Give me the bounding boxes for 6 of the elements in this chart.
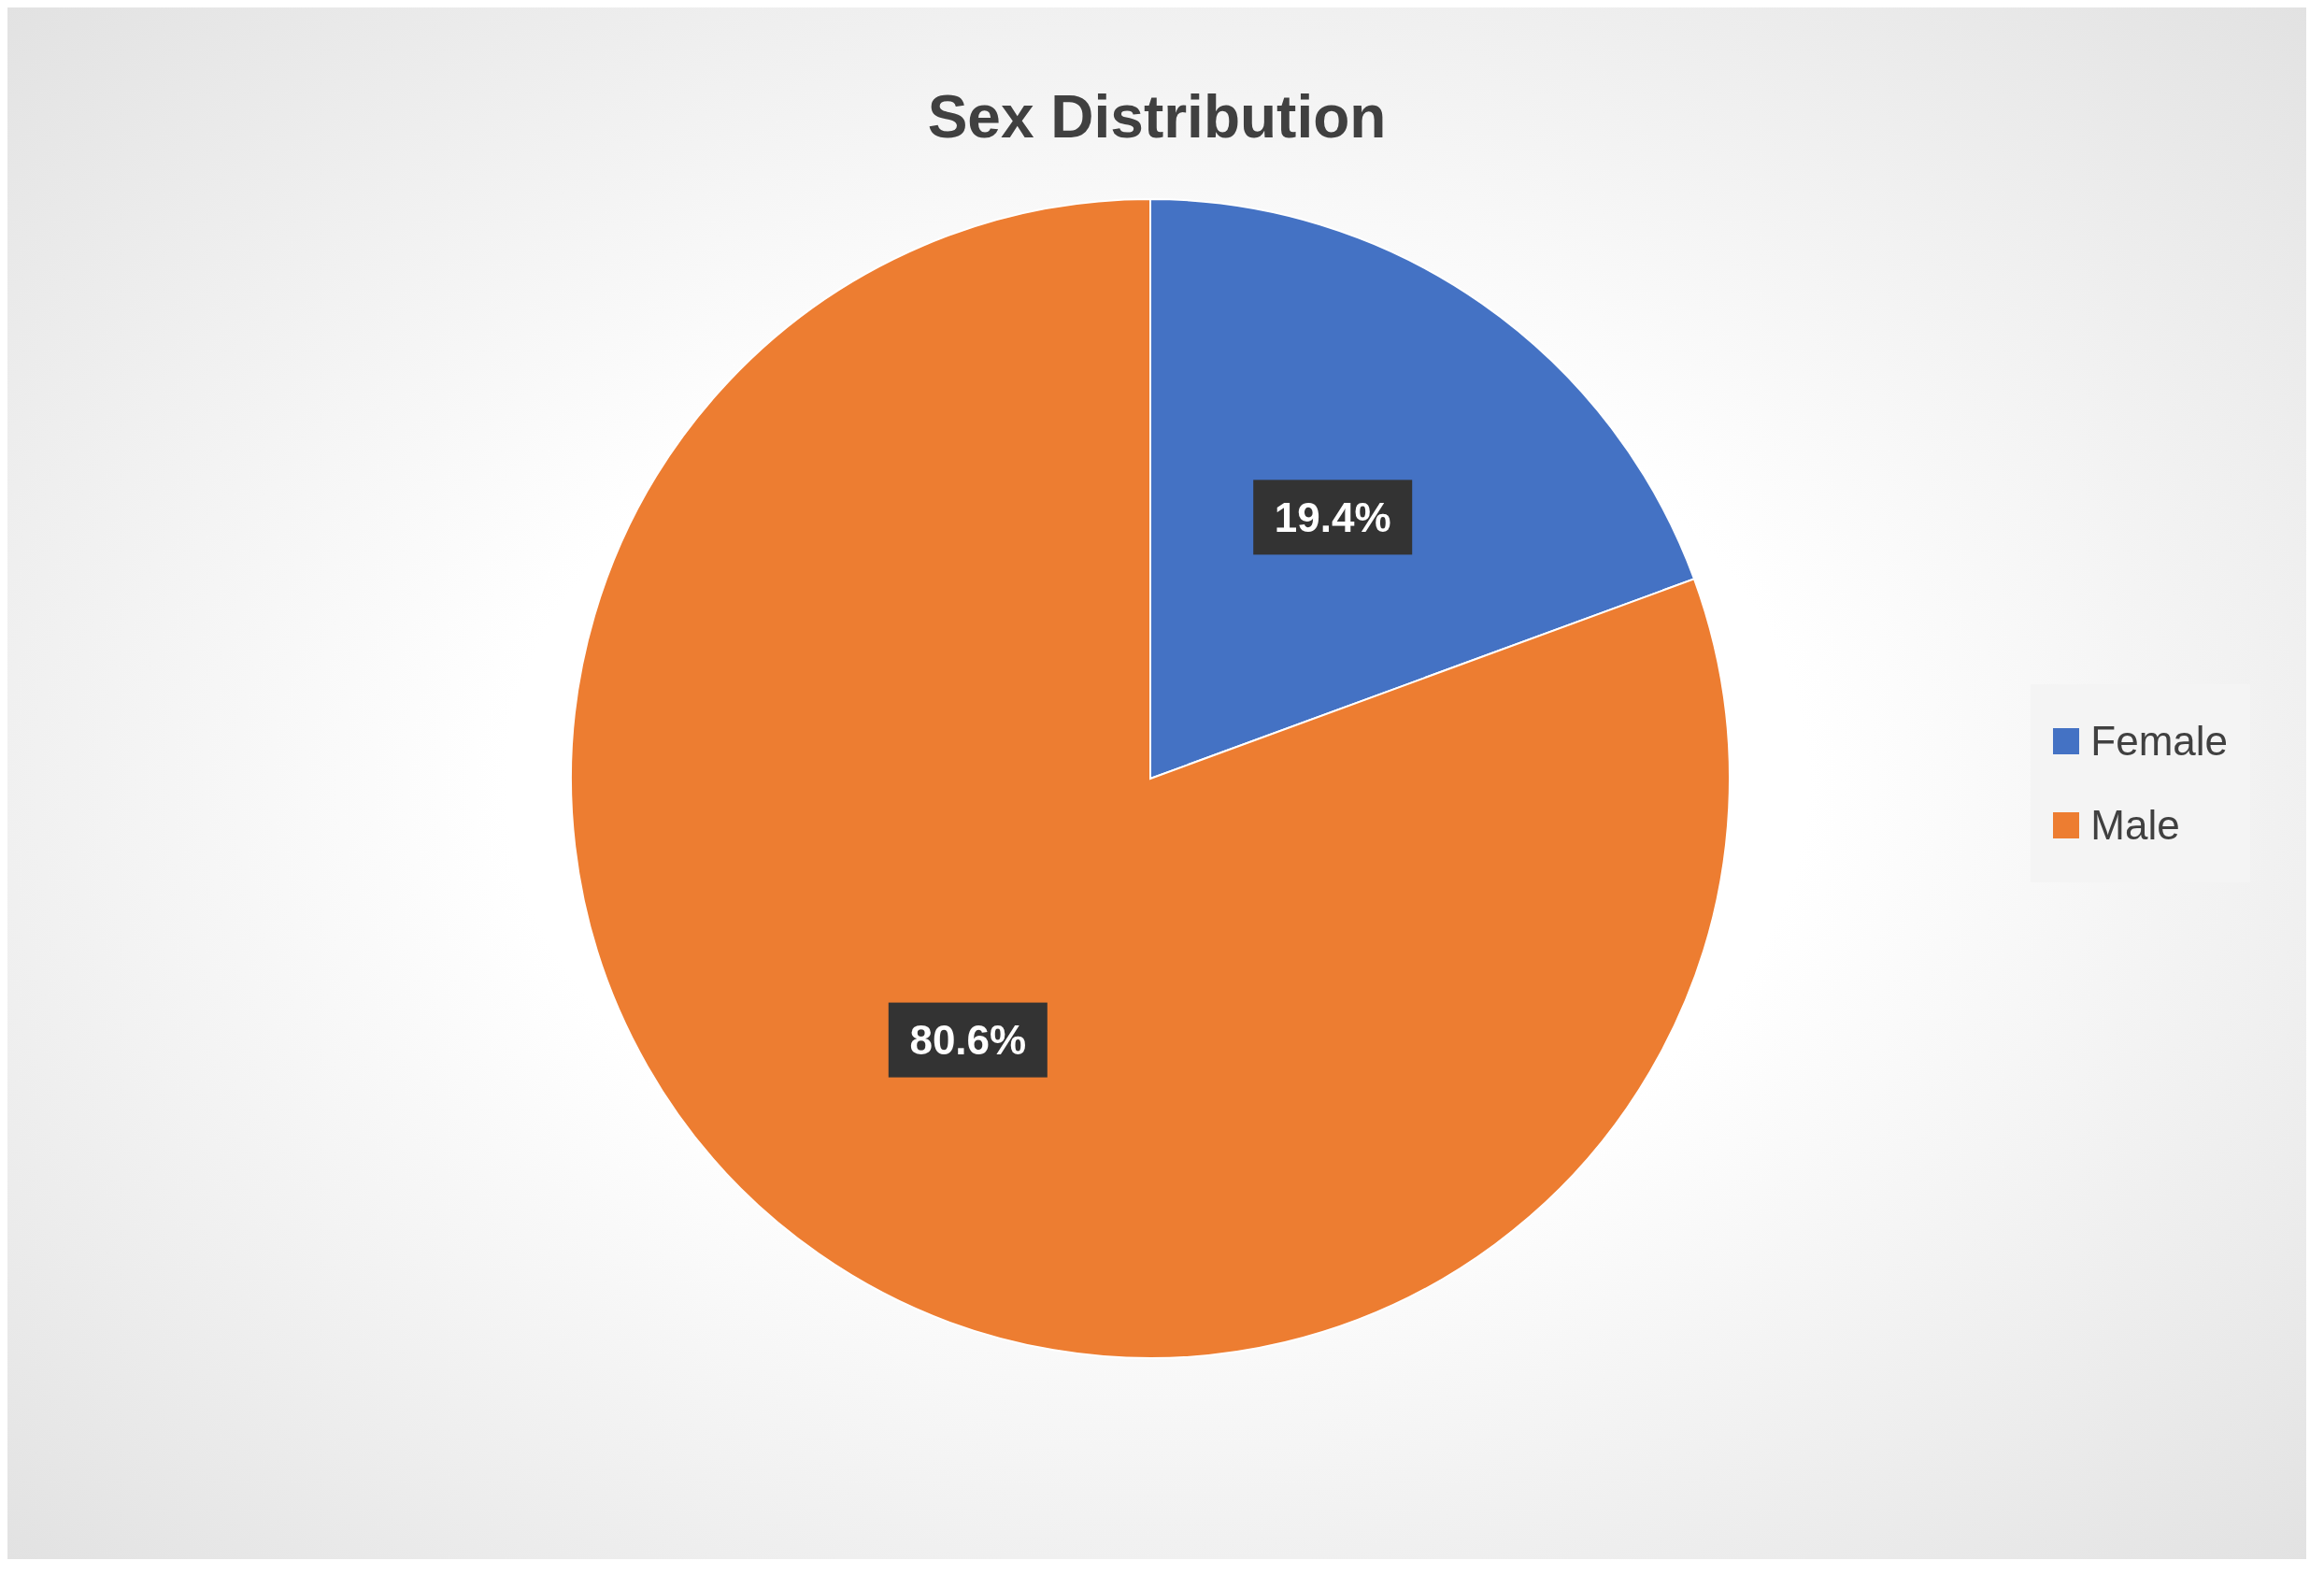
data-label: 80.6% bbox=[909, 1017, 1027, 1064]
slice-label: Male bbox=[2090, 801, 2180, 850]
legend-label: Female bbox=[2090, 717, 2228, 766]
data-label: 19.4% bbox=[1274, 494, 1391, 540]
chart-title: Sex Distribution bbox=[926, 82, 1388, 151]
pie-slice bbox=[570, 198, 1731, 1359]
